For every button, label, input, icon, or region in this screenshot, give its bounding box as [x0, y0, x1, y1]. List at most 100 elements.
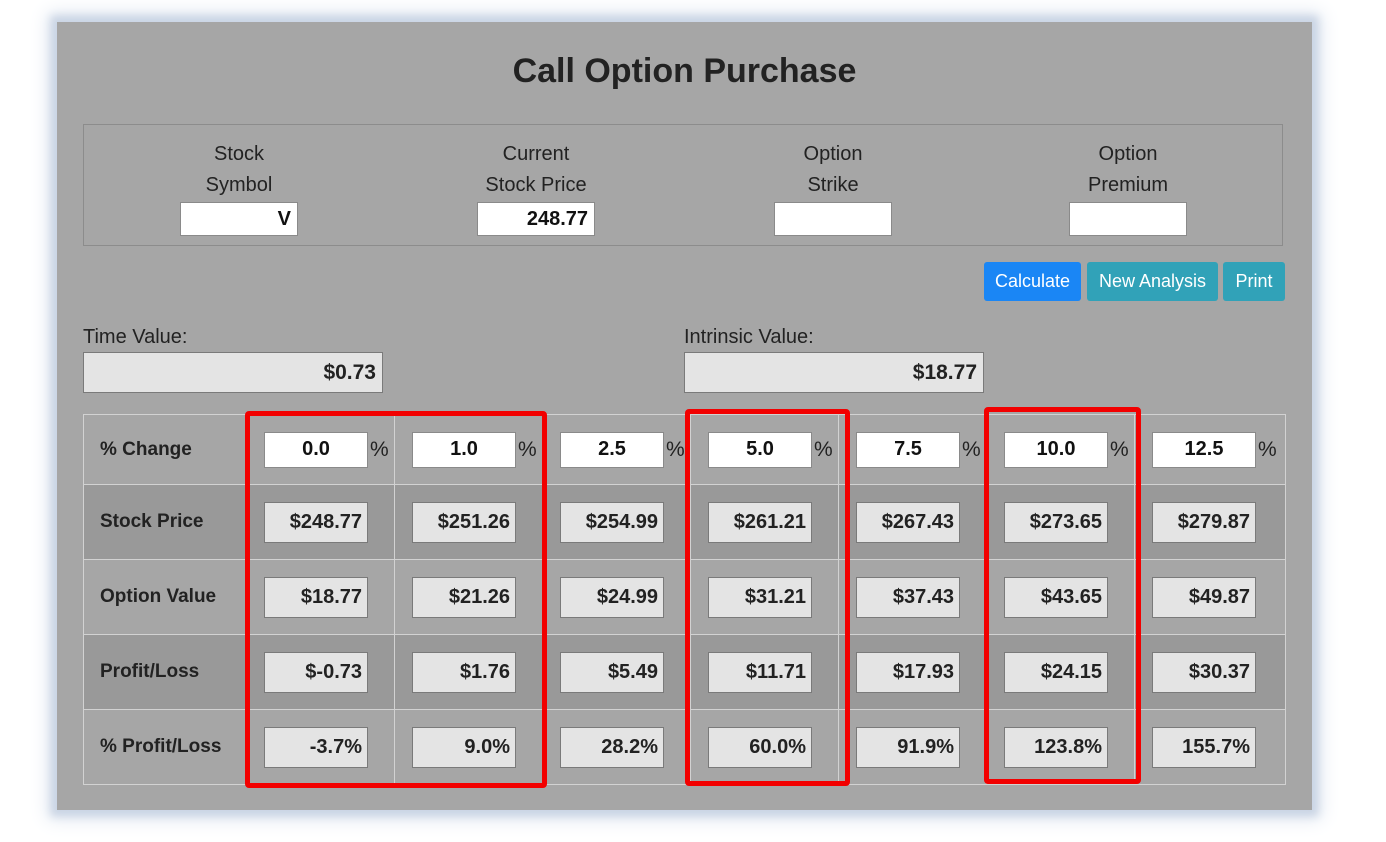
table-cell: $251.26 — [394, 484, 543, 560]
table-cell: $43.65 — [986, 559, 1135, 635]
table-cell: $254.99 — [542, 484, 691, 560]
table-cell: 155.7% — [1134, 709, 1286, 785]
option-value-value: $18.77 — [264, 576, 368, 618]
table-cell: 123.8% — [986, 709, 1135, 785]
pct-profit-loss-value: 155.7% — [1152, 726, 1256, 768]
option-value-row: Option Value $18.77 $21.26 $24.99 $31.21… — [83, 559, 1286, 635]
table-cell: $18.77 — [246, 559, 395, 635]
pct-change-input[interactable] — [708, 431, 812, 468]
new-analysis-button[interactable]: New Analysis — [1087, 262, 1218, 301]
pct-change-input[interactable] — [1152, 431, 1256, 468]
option-value-value: $37.43 — [856, 576, 960, 618]
pct-change-input[interactable] — [856, 431, 960, 468]
pct-change-input[interactable] — [560, 431, 664, 468]
option-strike-field: Option Strike — [683, 139, 983, 236]
pct-sign: % — [518, 437, 537, 461]
profit-loss-value: $24.15 — [1004, 651, 1108, 693]
table-cell: 91.9% — [838, 709, 987, 785]
pct-cell: % — [1134, 414, 1286, 485]
table-cell: $30.37 — [1134, 634, 1286, 710]
time-value-display: $0.73 — [83, 352, 383, 393]
stock-price-value: $251.26 — [412, 501, 516, 543]
table-cell: $24.99 — [542, 559, 691, 635]
option-value-value: $24.99 — [560, 576, 664, 618]
table-cell: $-0.73 — [246, 634, 395, 710]
pct-profit-loss-value: 91.9% — [856, 726, 960, 768]
current-stock-price-label-line2: Stock Price — [485, 174, 587, 196]
table-cell: $17.93 — [838, 634, 987, 710]
table-cell: $31.21 — [690, 559, 839, 635]
stock-price-value: $279.87 — [1152, 501, 1256, 543]
pct-sign: % — [962, 437, 981, 461]
pct-profit-loss-label: % Profit/Loss — [83, 709, 247, 785]
pct-change-label: % Change — [83, 414, 247, 485]
pct-profit-loss-row: % Profit/Loss -3.7% 9.0% 28.2% 60.0% 91.… — [83, 709, 1286, 785]
option-value-value: $31.21 — [708, 576, 812, 618]
profit-loss-value: $1.76 — [412, 651, 516, 693]
pct-change-input[interactable] — [412, 431, 516, 468]
print-button[interactable]: Print — [1223, 262, 1285, 301]
pct-profit-loss-value: 9.0% — [412, 726, 516, 768]
stock-price-label: Stock Price — [83, 484, 247, 560]
stock-price-value: $261.21 — [708, 501, 812, 543]
pct-cell: % — [986, 414, 1135, 485]
scenario-table: % Change % % % % % % % Stock Price $248.… — [83, 414, 1286, 785]
option-value-value: $49.87 — [1152, 576, 1256, 618]
pct-cell: % — [542, 414, 691, 485]
table-cell: $21.26 — [394, 559, 543, 635]
pct-sign: % — [370, 437, 389, 461]
pct-profit-loss-value: 123.8% — [1004, 726, 1108, 768]
option-value-label: Option Value — [83, 559, 247, 635]
stock-price-row: Stock Price $248.77 $251.26 $254.99 $261… — [83, 484, 1286, 560]
option-strike-label-line1: Option — [803, 143, 863, 165]
table-cell: $273.65 — [986, 484, 1135, 560]
pct-profit-loss-value: 60.0% — [708, 726, 812, 768]
intrinsic-value-display: $18.77 — [684, 352, 984, 393]
table-cell: $1.76 — [394, 634, 543, 710]
pct-cell: % — [394, 414, 543, 485]
pct-sign: % — [1110, 437, 1129, 461]
table-cell: $11.71 — [690, 634, 839, 710]
current-stock-price-input[interactable] — [477, 202, 595, 236]
table-cell: $5.49 — [542, 634, 691, 710]
option-premium-label-line1: Option — [1098, 143, 1158, 165]
stock-symbol-label-line1: Stock — [213, 143, 265, 165]
option-strike-label-line2: Strike — [807, 174, 859, 196]
option-value-value: $43.65 — [1004, 576, 1108, 618]
pct-sign: % — [666, 437, 685, 461]
calculate-button[interactable]: Calculate — [984, 262, 1081, 301]
current-stock-price-label-line1: Current — [502, 143, 570, 165]
table-cell: $49.87 — [1134, 559, 1286, 635]
option-value-value: $21.26 — [412, 576, 516, 618]
pct-change-input[interactable] — [1004, 431, 1108, 468]
profit-loss-row: Profit/Loss $-0.73 $1.76 $5.49 $11.71 $1… — [83, 634, 1286, 710]
profit-loss-value: $17.93 — [856, 651, 960, 693]
pct-cell: % — [246, 414, 395, 485]
table-cell: $24.15 — [986, 634, 1135, 710]
page-title: Call Option Purchase — [512, 52, 857, 90]
profit-loss-value: $5.49 — [560, 651, 664, 693]
pct-cell: % — [690, 414, 839, 485]
pct-profit-loss-value: 28.2% — [560, 726, 664, 768]
stock-symbol-input[interactable] — [180, 202, 298, 236]
intrinsic-value-label: Intrinsic Value: — [684, 326, 814, 348]
table-cell: 60.0% — [690, 709, 839, 785]
table-cell: $37.43 — [838, 559, 987, 635]
pct-change-input[interactable] — [264, 431, 368, 468]
stock-symbol-label-line2: Symbol — [205, 174, 273, 196]
option-strike-input[interactable] — [774, 202, 892, 236]
pct-profit-loss-value: -3.7% — [264, 726, 368, 768]
option-premium-input[interactable] — [1069, 202, 1187, 236]
stock-price-value: $273.65 — [1004, 501, 1108, 543]
table-cell: $248.77 — [246, 484, 395, 560]
table-cell: $261.21 — [690, 484, 839, 560]
stock-symbol-field: Stock Symbol — [89, 139, 389, 236]
profit-loss-value: $30.37 — [1152, 651, 1256, 693]
pct-change-row: % Change % % % % % % % — [83, 414, 1286, 485]
profit-loss-value: $11.71 — [708, 651, 812, 693]
stock-price-value: $248.77 — [264, 501, 368, 543]
table-cell: 28.2% — [542, 709, 691, 785]
pct-cell: % — [838, 414, 987, 485]
time-value-label: Time Value: — [83, 326, 188, 348]
pct-sign: % — [814, 437, 833, 461]
